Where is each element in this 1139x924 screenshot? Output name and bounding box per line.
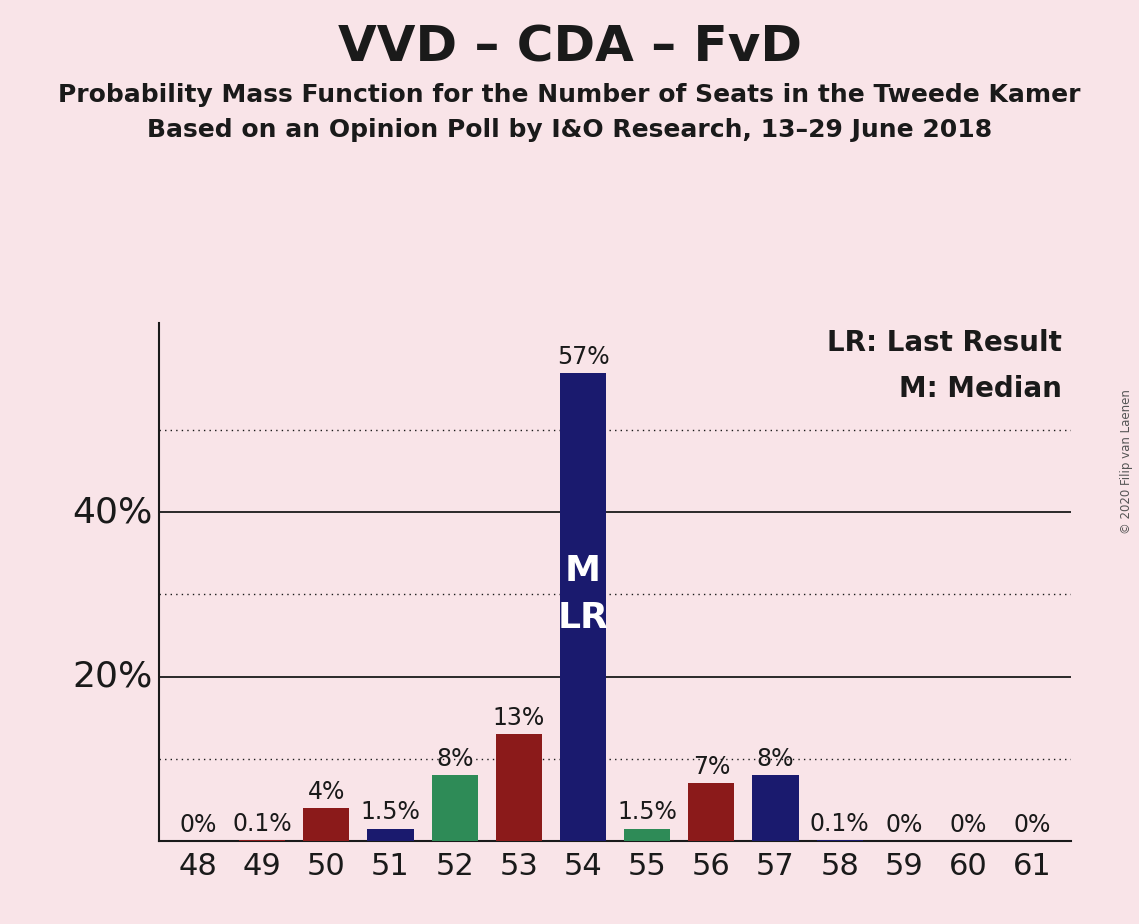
Text: VVD – CDA – FvD: VVD – CDA – FvD	[337, 23, 802, 71]
Bar	[495, 734, 542, 841]
Text: 40%: 40%	[73, 495, 153, 529]
Bar	[432, 775, 477, 841]
Text: 20%: 20%	[73, 660, 153, 694]
Text: 4%: 4%	[308, 780, 345, 804]
Bar	[560, 372, 606, 841]
Text: 7%: 7%	[693, 755, 730, 779]
Bar	[368, 829, 413, 841]
Bar	[753, 775, 798, 841]
Text: 8%: 8%	[436, 747, 474, 771]
Text: 0%: 0%	[179, 813, 216, 837]
Text: © 2020 Filip van Laenen: © 2020 Filip van Laenen	[1121, 390, 1133, 534]
Text: M: Median: M: Median	[899, 375, 1062, 403]
Text: 57%: 57%	[557, 345, 609, 369]
Bar	[303, 808, 350, 841]
Text: M
LR: M LR	[557, 553, 608, 635]
Text: 8%: 8%	[756, 747, 794, 771]
Text: Probability Mass Function for the Number of Seats in the Tweede Kamer: Probability Mass Function for the Number…	[58, 83, 1081, 107]
Bar	[624, 829, 670, 841]
Text: 13%: 13%	[493, 706, 544, 730]
Text: 1.5%: 1.5%	[617, 800, 677, 824]
Text: 0%: 0%	[885, 813, 923, 837]
Text: 0.1%: 0.1%	[810, 812, 869, 836]
Text: 1.5%: 1.5%	[361, 800, 420, 824]
Text: 0%: 0%	[1014, 813, 1051, 837]
Text: LR: Last Result: LR: Last Result	[827, 329, 1062, 357]
Text: 0.1%: 0.1%	[232, 812, 292, 836]
Text: 0%: 0%	[949, 813, 986, 837]
Bar	[688, 784, 735, 841]
Text: Based on an Opinion Poll by I&O Research, 13–29 June 2018: Based on an Opinion Poll by I&O Research…	[147, 118, 992, 142]
